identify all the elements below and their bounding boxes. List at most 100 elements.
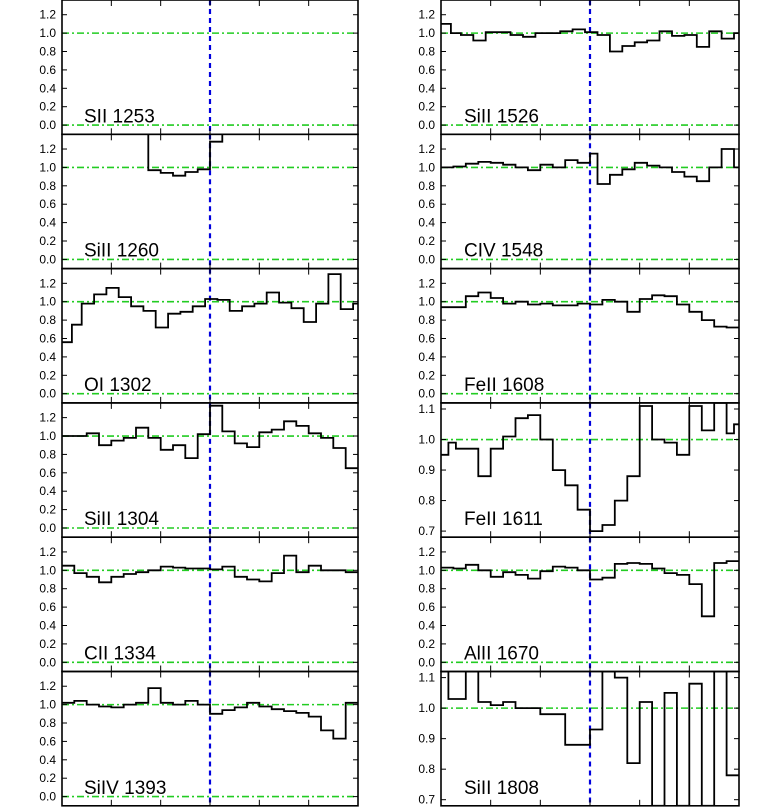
y-tick-label: 0.8	[418, 179, 435, 193]
y-tick-label: 0.4	[39, 81, 56, 95]
y-tick-label: 1.2	[39, 276, 56, 290]
y-tick-label: 0.0	[39, 387, 56, 401]
y-tick-label: 0.6	[418, 63, 435, 77]
y-tick-label: 1.2	[418, 8, 435, 22]
y-tick-label: 1.0	[39, 295, 56, 309]
y-tick-label: 0.2	[39, 503, 56, 517]
y-tick-label: 1.1	[418, 671, 435, 685]
y-tick-label: 0.0	[39, 252, 56, 266]
y-tick-label: 0.6	[39, 197, 56, 211]
spectrum-line	[441, 560, 739, 618]
y-tick-label: 1.1	[418, 402, 435, 416]
y-tick-label: 1.2	[39, 679, 56, 693]
y-tick-label: 0.6	[418, 197, 435, 211]
y-tick-label: 0.6	[39, 734, 56, 748]
y-tick-label: 0.0	[39, 790, 56, 804]
panel-label: OI 1302	[84, 375, 152, 396]
y-tick-label: 1.2	[418, 545, 435, 559]
y-tick-label: 0.6	[39, 600, 56, 614]
y-tick-label: 0.9	[418, 463, 435, 477]
y-tick-label: 1.0	[418, 26, 435, 40]
y-tick-label: 0.4	[39, 484, 56, 498]
y-tick-label: 1.0	[39, 429, 56, 443]
y-tick-label: 0.8	[39, 179, 56, 193]
y-tick-label: 1.0	[418, 295, 435, 309]
panel-label: SiIV 1393	[84, 778, 166, 799]
y-tick-label: 0.0	[39, 655, 56, 669]
y-tick-label: 0.4	[418, 81, 435, 95]
y-tick-label: 0.4	[39, 619, 56, 633]
panel-0-5: 0.0 0.2 0.4 0.6 0.8 1.0 1.2 SiIV 1393	[39, 670, 359, 807]
y-tick-label: 0.8	[39, 582, 56, 596]
y-tick-label: 0.8	[418, 762, 435, 776]
y-tick-label: 0.2	[39, 637, 56, 651]
y-tick-label: 1.2	[418, 142, 435, 156]
y-tick-label: 0.9	[418, 732, 435, 746]
panel-label: SiII 1526	[464, 106, 539, 127]
y-tick-label: 1.2	[39, 411, 56, 425]
y-tick-label: 0.0	[418, 252, 435, 266]
panel-frame	[440, 670, 740, 807]
y-tick-label: 1.0	[418, 433, 435, 447]
y-tick-label: 0.2	[418, 234, 435, 248]
y-tick-label: 1.0	[418, 701, 435, 715]
panel-label: CIV 1548	[464, 241, 543, 262]
y-tick-label: 0.6	[39, 63, 56, 77]
y-tick-label: 0.2	[418, 368, 435, 382]
y-tick-label: 0.4	[418, 350, 435, 364]
y-tick-label: 1.2	[39, 545, 56, 559]
y-tick-label: 1.2	[39, 8, 56, 22]
y-tick-label: 0.2	[39, 771, 56, 785]
panel-1-1: 0.0 0.2 0.4 0.6 0.8 1.0 1.2 CIV 1548	[418, 133, 740, 270]
panel-0-1: 0.0 0.2 0.4 0.6 0.8 1.0 1.2 SiII 1260	[39, 133, 359, 270]
y-tick-label: 0.0	[418, 118, 435, 132]
y-tick-label: 0.4	[39, 350, 56, 364]
y-tick-label: 0.4	[39, 216, 56, 230]
panel-0-2: 0.0 0.2 0.4 0.6 0.8 1.0 1.2 OI 1302	[39, 267, 359, 404]
y-tick-label: 0.6	[418, 332, 435, 346]
y-tick-label: 0.7	[418, 524, 435, 538]
y-tick-label: 0.4	[418, 216, 435, 230]
panel-0-0: 0.0 0.2 0.4 0.6 0.8 1.0 1.2 SII 1253	[39, 0, 359, 136]
y-tick-label: 1.0	[418, 160, 435, 174]
y-tick-label: 0.4	[418, 619, 435, 633]
panel-label: AlII 1670	[464, 644, 539, 665]
panel-label: SiII 1260	[84, 241, 159, 262]
y-tick-label: 0.8	[39, 45, 56, 59]
y-tick-label: 0.8	[39, 447, 56, 461]
panel-1-2: 0.0 0.2 0.4 0.6 0.8 1.0 1.2 FeII 1608	[418, 267, 740, 404]
spectrum-line	[441, 291, 739, 329]
panel-label: FeII 1611	[464, 509, 543, 530]
y-tick-label: 0.8	[418, 45, 435, 59]
panel-1-4: 0.0 0.2 0.4 0.6 0.8 1.0 1.2 AlII 1670	[418, 536, 740, 673]
panel-label: CII 1334	[84, 644, 156, 665]
spectrum-line	[441, 402, 739, 532]
y-tick-label: 0.8	[418, 494, 435, 508]
panel-label: SiII 1808	[464, 778, 539, 799]
y-tick-label: 1.0	[418, 563, 435, 577]
y-tick-label: 0.2	[39, 234, 56, 248]
spectrum-line	[62, 273, 358, 344]
spectrum-line	[147, 134, 224, 177]
y-tick-label: 0.4	[39, 753, 56, 767]
panel-frame	[61, 670, 359, 807]
panel-1-3: 0.7 0.8 0.9 1.0 1.1 FeII 1611	[418, 402, 740, 538]
y-tick-label: 0.2	[39, 368, 56, 382]
y-tick-label: 1.0	[39, 698, 56, 712]
y-tick-label: 0.0	[418, 655, 435, 669]
spectrum-line	[62, 554, 358, 584]
panel-label: FeII 1608	[464, 375, 544, 396]
y-tick-label: 0.6	[39, 332, 56, 346]
y-tick-label: 0.8	[418, 582, 435, 596]
panel-0-3: 0.0 0.2 0.4 0.6 0.8 1.0 1.2 SiII 1304	[39, 402, 359, 538]
y-tick-label: 0.8	[39, 716, 56, 730]
panel-label: SiII 1304	[84, 509, 159, 530]
y-tick-label: 1.0	[39, 563, 56, 577]
y-tick-label: 0.2	[418, 100, 435, 114]
y-tick-label: 0.8	[418, 313, 435, 327]
y-tick-label: 1.2	[418, 276, 435, 290]
y-tick-label: 1.0	[39, 160, 56, 174]
y-tick-label: 0.6	[418, 600, 435, 614]
y-tick-label: 1.0	[39, 26, 56, 40]
